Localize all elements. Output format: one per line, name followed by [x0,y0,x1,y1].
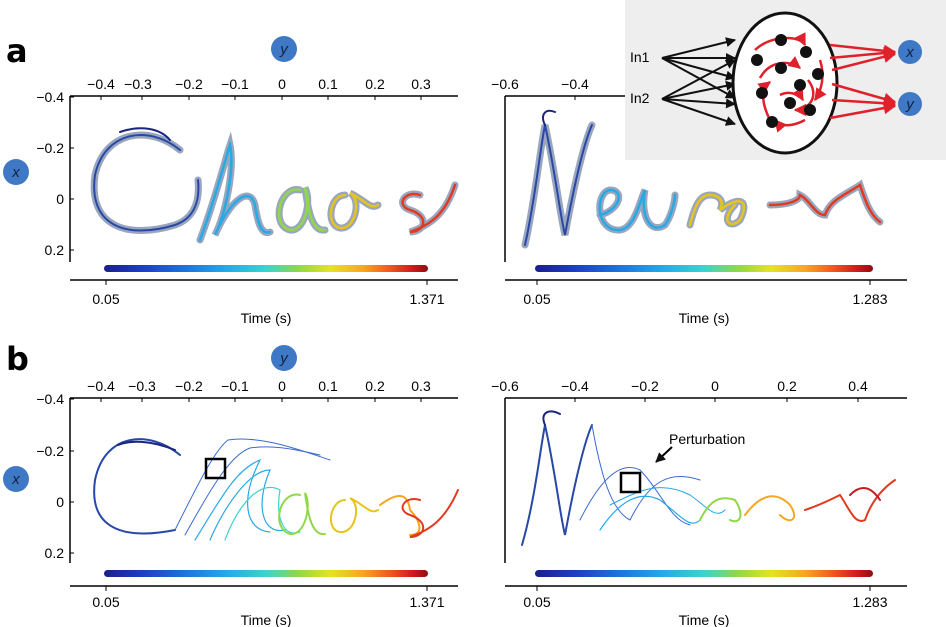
svg-text:−0.2: −0.2 [36,443,64,459]
svg-text:−0.4: −0.4 [36,391,64,407]
svg-text:y: y [279,41,289,58]
svg-text:0.2: 0.2 [45,242,65,258]
time-start: 0.05 [523,594,550,610]
neuron-trajectory [521,109,884,249]
time-colorbar [104,570,428,577]
svg-text:0.3: 0.3 [411,76,431,92]
svg-text:−0.3: −0.3 [128,378,156,394]
svg-text:−0.4: −0.4 [87,76,115,92]
time-axis-label: Time (s) [241,310,292,326]
time-axis-label: Time (s) [241,612,292,627]
chaos-plot-a: −0.4 −0.3 −0.2 −0.1 0 0.1 0.2 0.3 −0.4 −… [36,76,459,326]
time-start: 0.05 [523,291,550,307]
time-end: 1.283 [852,594,887,610]
svg-text:−0.4: −0.4 [87,378,115,394]
svg-text:y: y [279,350,289,367]
y-axis-bubble: y [271,36,297,62]
svg-text:−0.4: −0.4 [36,89,64,105]
input-label-2: In2 [630,90,650,106]
svg-text:x: x [905,44,914,61]
network-inset: In1 In2 [625,0,946,160]
panel-label: a [6,32,28,70]
svg-text:0.2: 0.2 [365,76,385,92]
svg-text:0: 0 [56,494,64,510]
svg-text:0: 0 [56,191,64,207]
svg-text:−0.6: −0.6 [491,76,519,92]
x-tick-labels: −0.4 −0.3 −0.2 −0.1 0 0.1 0.2 0.3 [87,76,431,92]
time-start: 0.05 [92,291,119,307]
output-x-node: x [898,40,922,64]
input-label-1: In1 [630,49,650,65]
input-connections [661,37,736,126]
svg-text:y: y [905,96,915,113]
svg-text:0: 0 [711,378,719,394]
chaos-perturbed-trajectory [93,438,459,541]
svg-text:−0.6: −0.6 [491,378,519,394]
reservoir-nodes [751,34,824,128]
svg-text:0: 0 [278,76,286,92]
time-colorbar [535,265,873,272]
svg-text:0.2: 0.2 [365,378,385,394]
svg-text:0: 0 [278,378,286,394]
svg-text:−0.3: −0.3 [124,76,152,92]
y-tick-labels: −0.4 −0.2 0 0.2 [36,89,64,258]
neuron-perturbed-trajectory [521,410,896,546]
svg-text:x: x [11,471,20,488]
svg-text:−0.2: −0.2 [175,378,203,394]
svg-text:−0.1: −0.1 [221,76,249,92]
svg-text:−0.1: −0.1 [221,378,249,394]
time-axis-label: Time (s) [679,612,730,627]
time-end: 1.283 [852,291,887,307]
svg-text:x: x [11,164,20,181]
time-end: 1.371 [409,594,444,610]
svg-text:0.2: 0.2 [777,378,797,394]
panel-label: b [6,340,29,378]
svg-text:−0.2: −0.2 [175,76,203,92]
time-colorbar [104,265,428,272]
svg-text:−0.4: −0.4 [561,76,589,92]
y-tick-labels: −0.4 −0.2 0 0.2 [36,391,64,561]
svg-text:−0.4: −0.4 [561,378,589,394]
x-axis-bubble: x [3,159,29,185]
time-colorbar [535,570,873,577]
svg-text:0.3: 0.3 [411,378,431,394]
perturbation-box [204,457,227,480]
time-end: 1.371 [409,291,444,307]
svg-text:0.1: 0.1 [318,378,338,394]
perturbation-annotation: Perturbation [669,431,745,447]
svg-text:−0.2: −0.2 [631,378,659,394]
chaos-plot-b: −0.4 −0.3 −0.2 −0.1 0 0.1 0.2 0.3 −0.4 −… [36,378,459,627]
svg-text:0.2: 0.2 [45,545,65,561]
time-start: 0.05 [92,594,119,610]
output-y-node: y [898,92,922,116]
chaos-trajectory [90,127,459,244]
x-tick-labels: −0.6 −0.4 −0.2 0 0.2 0.4 [491,378,868,394]
neuron-plot-a: −0.6 −0.4 0.05 1.283 Time (s) [491,76,907,326]
x-tick-labels: −0.4 −0.3 −0.2 −0.1 0 0.1 0.2 0.3 [87,378,431,394]
neuron-plot-b: −0.6 −0.4 −0.2 0 0.2 0.4 0.05 1.283 Time… [491,378,907,627]
output-connections [829,43,897,120]
svg-text:0.1: 0.1 [318,76,338,92]
svg-text:−0.2: −0.2 [36,140,64,156]
time-axis-label: Time (s) [679,310,730,326]
x-axis-bubble: x [3,466,29,492]
perturbation-arrow [655,446,673,463]
perturbation-box [619,471,642,494]
svg-text:0.4: 0.4 [848,378,868,394]
y-axis-bubble: y [271,345,297,371]
